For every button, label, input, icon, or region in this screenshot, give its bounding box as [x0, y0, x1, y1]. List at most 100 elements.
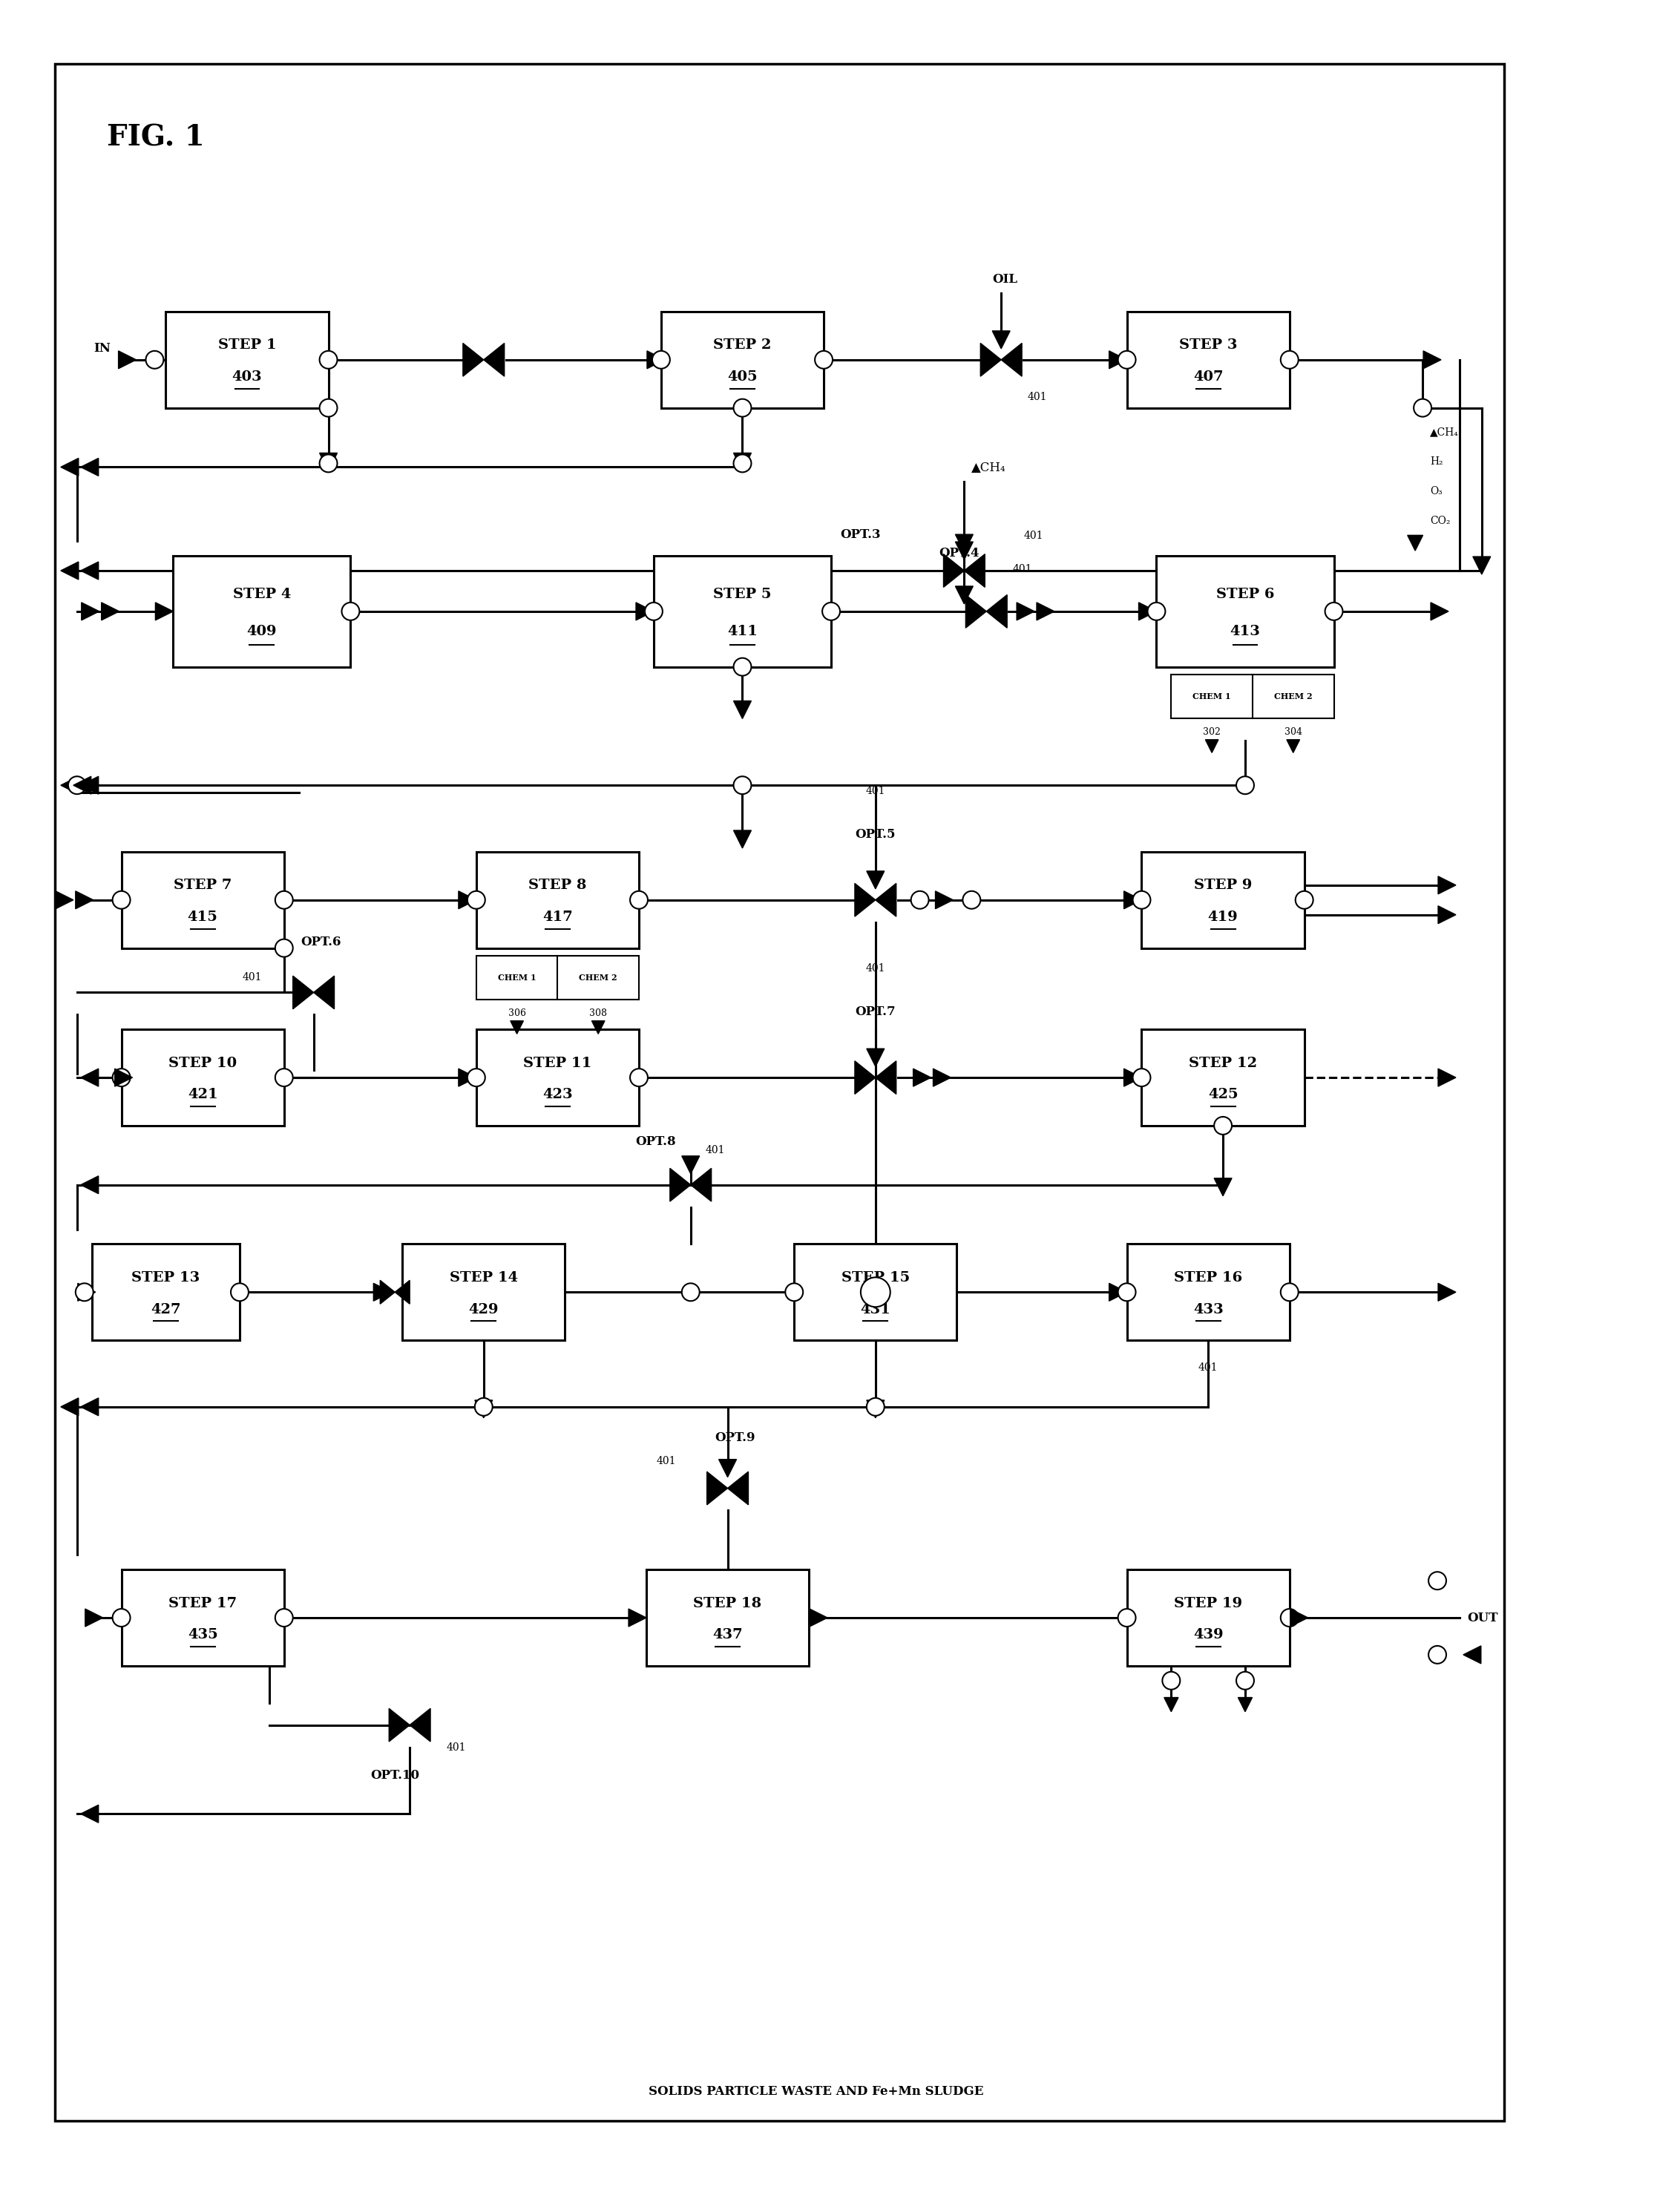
Polygon shape	[719, 1459, 736, 1477]
Circle shape	[815, 352, 833, 369]
Circle shape	[1117, 352, 1136, 369]
Text: 423: 423	[543, 1088, 573, 1101]
Polygon shape	[464, 343, 484, 376]
Text: 401: 401	[447, 1743, 467, 1752]
Polygon shape	[637, 602, 654, 620]
Polygon shape	[591, 1020, 605, 1033]
Circle shape	[1147, 602, 1166, 620]
Polygon shape	[1164, 1697, 1178, 1712]
Text: 439: 439	[1193, 1629, 1223, 1642]
Text: CHEM 2: CHEM 2	[1273, 692, 1312, 701]
Polygon shape	[74, 776, 91, 793]
Polygon shape	[395, 1279, 410, 1303]
Text: OPT.4: OPT.4	[939, 547, 979, 560]
Circle shape	[319, 455, 338, 473]
Polygon shape	[81, 563, 99, 580]
Text: STEP 6: STEP 6	[1216, 589, 1273, 602]
Circle shape	[1280, 352, 1299, 369]
Text: 411: 411	[727, 624, 758, 637]
Text: STEP 10: STEP 10	[168, 1057, 237, 1070]
Text: STEP 4: STEP 4	[234, 589, 291, 602]
Polygon shape	[55, 890, 74, 908]
Polygon shape	[810, 1609, 828, 1627]
Polygon shape	[1287, 741, 1300, 752]
Bar	[475, 956, 638, 1000]
Text: 437: 437	[712, 1629, 743, 1642]
Text: CHEM 1: CHEM 1	[1193, 692, 1231, 701]
Polygon shape	[81, 1398, 99, 1416]
Text: OPT.8: OPT.8	[635, 1134, 675, 1147]
Text: STEP 3: STEP 3	[1179, 338, 1236, 352]
Polygon shape	[101, 602, 119, 620]
Circle shape	[734, 776, 751, 793]
Polygon shape	[319, 453, 338, 470]
Polygon shape	[475, 1400, 492, 1418]
Polygon shape	[373, 1284, 391, 1301]
Polygon shape	[118, 352, 136, 369]
Circle shape	[1413, 400, 1431, 418]
Circle shape	[630, 890, 648, 908]
Text: FIG. 1: FIG. 1	[106, 123, 205, 152]
Text: STEP 9: STEP 9	[1194, 879, 1252, 892]
Bar	[121, 853, 284, 947]
Polygon shape	[1408, 536, 1423, 552]
Bar	[1127, 1244, 1290, 1341]
Polygon shape	[1423, 352, 1441, 369]
Circle shape	[319, 400, 338, 418]
Text: 401: 401	[1013, 565, 1032, 574]
Text: H₂: H₂	[1430, 457, 1443, 466]
Polygon shape	[964, 554, 984, 587]
Circle shape	[1326, 602, 1342, 620]
Polygon shape	[114, 1068, 133, 1086]
Text: O₃: O₃	[1430, 486, 1443, 497]
Text: STEP 11: STEP 11	[522, 1057, 591, 1070]
Text: 401: 401	[1198, 1363, 1218, 1374]
Text: 403: 403	[232, 371, 262, 385]
Polygon shape	[1438, 906, 1457, 923]
Bar	[173, 556, 351, 666]
Text: 417: 417	[543, 910, 573, 923]
Polygon shape	[1016, 602, 1035, 620]
Circle shape	[1132, 890, 1151, 908]
Circle shape	[1215, 1117, 1231, 1134]
Polygon shape	[1438, 877, 1457, 895]
Text: 435: 435	[188, 1629, 218, 1642]
Bar	[662, 312, 823, 409]
Polygon shape	[390, 1708, 410, 1741]
Bar	[1156, 556, 1334, 666]
Text: 415: 415	[188, 910, 218, 923]
Circle shape	[734, 657, 751, 675]
Polygon shape	[155, 602, 173, 620]
Text: OPT.7: OPT.7	[855, 1007, 895, 1018]
Text: 401: 401	[242, 972, 262, 983]
Text: STEP 17: STEP 17	[168, 1596, 237, 1609]
Circle shape	[1236, 776, 1253, 793]
Polygon shape	[1109, 1284, 1127, 1301]
Polygon shape	[1438, 1068, 1457, 1086]
Circle shape	[1132, 1068, 1151, 1086]
Polygon shape	[314, 976, 334, 1009]
Circle shape	[467, 890, 486, 908]
Polygon shape	[932, 1068, 951, 1086]
Polygon shape	[1001, 343, 1021, 376]
Polygon shape	[867, 870, 884, 888]
Bar	[55, 64, 1504, 2121]
Text: OPT.6: OPT.6	[301, 936, 341, 947]
Polygon shape	[944, 554, 964, 587]
Circle shape	[682, 1284, 699, 1301]
Polygon shape	[60, 776, 79, 793]
Polygon shape	[1473, 556, 1490, 574]
Circle shape	[734, 455, 751, 473]
Polygon shape	[956, 587, 973, 604]
Polygon shape	[81, 1176, 99, 1194]
Text: STEP 13: STEP 13	[131, 1270, 200, 1284]
Text: STEP 8: STEP 8	[529, 879, 586, 892]
Text: STEP 18: STEP 18	[694, 1596, 761, 1609]
Polygon shape	[855, 884, 875, 917]
Polygon shape	[1238, 1697, 1252, 1712]
Polygon shape	[1109, 352, 1127, 369]
Polygon shape	[292, 976, 314, 1009]
Text: OIL: OIL	[993, 273, 1018, 286]
Polygon shape	[690, 1169, 711, 1202]
Text: OUT: OUT	[1467, 1611, 1499, 1624]
